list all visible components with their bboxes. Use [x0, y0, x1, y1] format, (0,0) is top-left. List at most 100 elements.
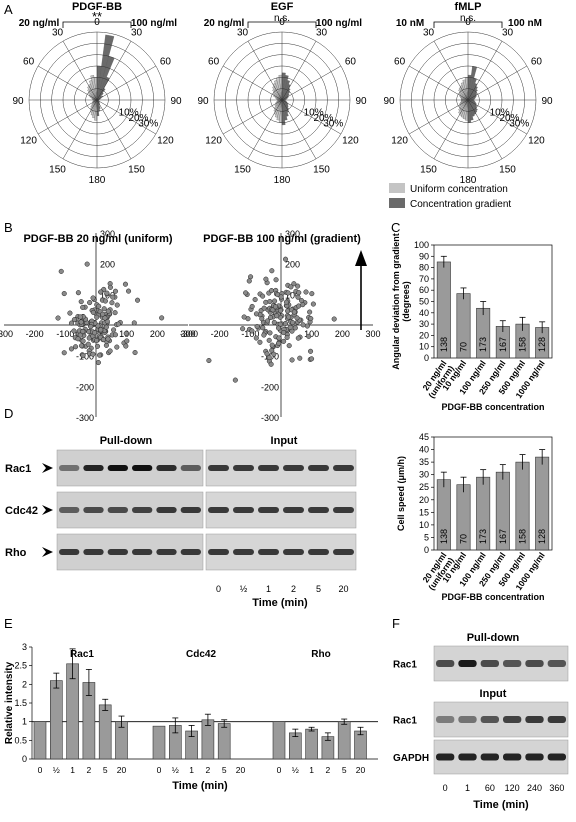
- rose-wedge-g: [467, 96, 476, 101]
- scatter-point: [278, 294, 284, 300]
- scatter-point: [93, 337, 100, 344]
- scatter-point: [267, 314, 274, 321]
- scatter-point: [276, 335, 282, 341]
- x-tick-label: 5: [103, 765, 108, 775]
- scatter-y-tick: 300: [285, 229, 300, 239]
- panel-letter-e: E: [4, 616, 13, 631]
- y-tick-label: 1: [22, 717, 27, 727]
- scatter-point: [287, 324, 293, 330]
- scatter-x-tick: -300: [180, 329, 198, 339]
- scatter-point: [77, 314, 83, 320]
- rose-percent-label: 20%: [313, 113, 333, 124]
- bar: [305, 728, 318, 760]
- blot-lane-label: 120: [505, 783, 520, 793]
- scatter-y-tick: 300: [100, 229, 115, 239]
- bar-count-label: 70: [459, 534, 469, 544]
- scatter-point: [78, 319, 84, 325]
- scatter-point: [331, 316, 337, 322]
- scatter-point: [268, 288, 275, 294]
- blot-band: [480, 753, 499, 761]
- scatter-point: [260, 325, 266, 331]
- scatter-point: [100, 311, 106, 317]
- blot-band: [458, 753, 477, 761]
- y-tick-label: 30: [419, 319, 429, 329]
- scatter-y-tick: 100: [285, 290, 300, 300]
- legend-swatch-gradient: [389, 198, 405, 208]
- bar-count-label: 138: [439, 337, 449, 352]
- scatter-x-tick: -100: [56, 329, 74, 339]
- rose-plot-egf: EGF 20 ng/ml 100 ng/ml n.s.0 30 60 90 120 150 180…: [197, 1, 367, 186]
- scatter-point: [80, 328, 86, 335]
- scatter-point: [277, 308, 284, 314]
- rose-grid-spoke: [96, 40, 132, 101]
- scatter-point: [80, 304, 86, 310]
- x-tick-label: 20: [117, 765, 127, 775]
- rose-grid-spoke: [467, 65, 528, 101]
- rose-plot-fmlp: fMLP 10 nM 100 nM n.s.0 30 60 90 120 150 180 150 12…: [383, 1, 553, 186]
- rose-angle-label: 120: [528, 136, 545, 147]
- bar-count-label: 158: [518, 337, 528, 352]
- blot-membrane: [205, 533, 357, 571]
- blot-band: [436, 660, 455, 667]
- blot-lane-label: 1: [465, 783, 470, 793]
- rose-wedge-u: [460, 96, 469, 101]
- scatter-point: [107, 284, 113, 290]
- blot-band: [132, 549, 153, 555]
- blot-band: [180, 465, 201, 471]
- scatter-point: [71, 317, 77, 323]
- scatter-point: [68, 320, 75, 326]
- scatter-point: [263, 276, 269, 282]
- y-tick-label: 90: [419, 251, 429, 261]
- panel-letter-c: C: [391, 220, 400, 235]
- scatter-point: [271, 319, 277, 325]
- rose-angle-label: 60: [160, 57, 172, 68]
- blot-lane-label: 360: [549, 783, 564, 793]
- y-axis-label: Cell speed (μm/h): [396, 456, 406, 531]
- scatter-point: [253, 335, 259, 341]
- x-tick-label: 2: [326, 765, 331, 775]
- rose-grid-spoke: [96, 99, 132, 160]
- rose-title: EGF: [271, 1, 294, 13]
- scatter-point: [232, 377, 238, 383]
- scatter-title-gradient: PDGF-BB 100 ng/ml (gradient): [203, 233, 361, 245]
- scatter-point: [105, 308, 111, 314]
- scatter-point: [90, 295, 96, 301]
- blot-band: [107, 549, 128, 555]
- blot-band: [180, 549, 201, 555]
- blot-band: [107, 465, 128, 471]
- rose-grid-spoke: [96, 65, 157, 101]
- bar-count-label: 128: [537, 529, 547, 544]
- scatter-x-tick: 100: [304, 329, 319, 339]
- scatter-point: [273, 277, 279, 283]
- scatter-point: [67, 310, 73, 316]
- scatter-point: [61, 350, 67, 356]
- rose-angle-label: 90: [541, 96, 553, 107]
- group-label: Rho: [311, 649, 330, 660]
- blot-band: [458, 660, 477, 667]
- y-tick-label: 0.5: [14, 735, 27, 745]
- scatter-point: [260, 293, 266, 299]
- y-tick-label: 10: [419, 342, 429, 352]
- blot-lane-label: 1: [266, 584, 271, 594]
- rose-angle-label: 120: [157, 136, 174, 147]
- scatter-point: [114, 302, 120, 308]
- blot-x-label: Time (min): [252, 597, 308, 609]
- bar-count-label: 158: [518, 529, 528, 544]
- blot-row-label: Rac1: [393, 716, 417, 727]
- bar-count-label: 167: [498, 337, 508, 352]
- blot-band: [283, 507, 304, 513]
- scatter-point: [105, 336, 111, 342]
- scatter-point: [248, 274, 254, 280]
- panel-letter-d: D: [4, 406, 13, 421]
- rose-wedge-u: [276, 98, 283, 101]
- scatter-point: [266, 337, 272, 343]
- legend-swatch-uniform: [389, 183, 405, 193]
- scatter-point: [112, 288, 119, 294]
- blot-membrane: [205, 449, 357, 487]
- scatter-x-tick: -200: [26, 329, 44, 339]
- scatter-point: [88, 324, 94, 330]
- rose-angle-label: 150: [420, 164, 437, 175]
- scatter-point: [94, 343, 101, 349]
- blot-header-input: Input: [480, 688, 507, 700]
- blot-band: [258, 507, 279, 513]
